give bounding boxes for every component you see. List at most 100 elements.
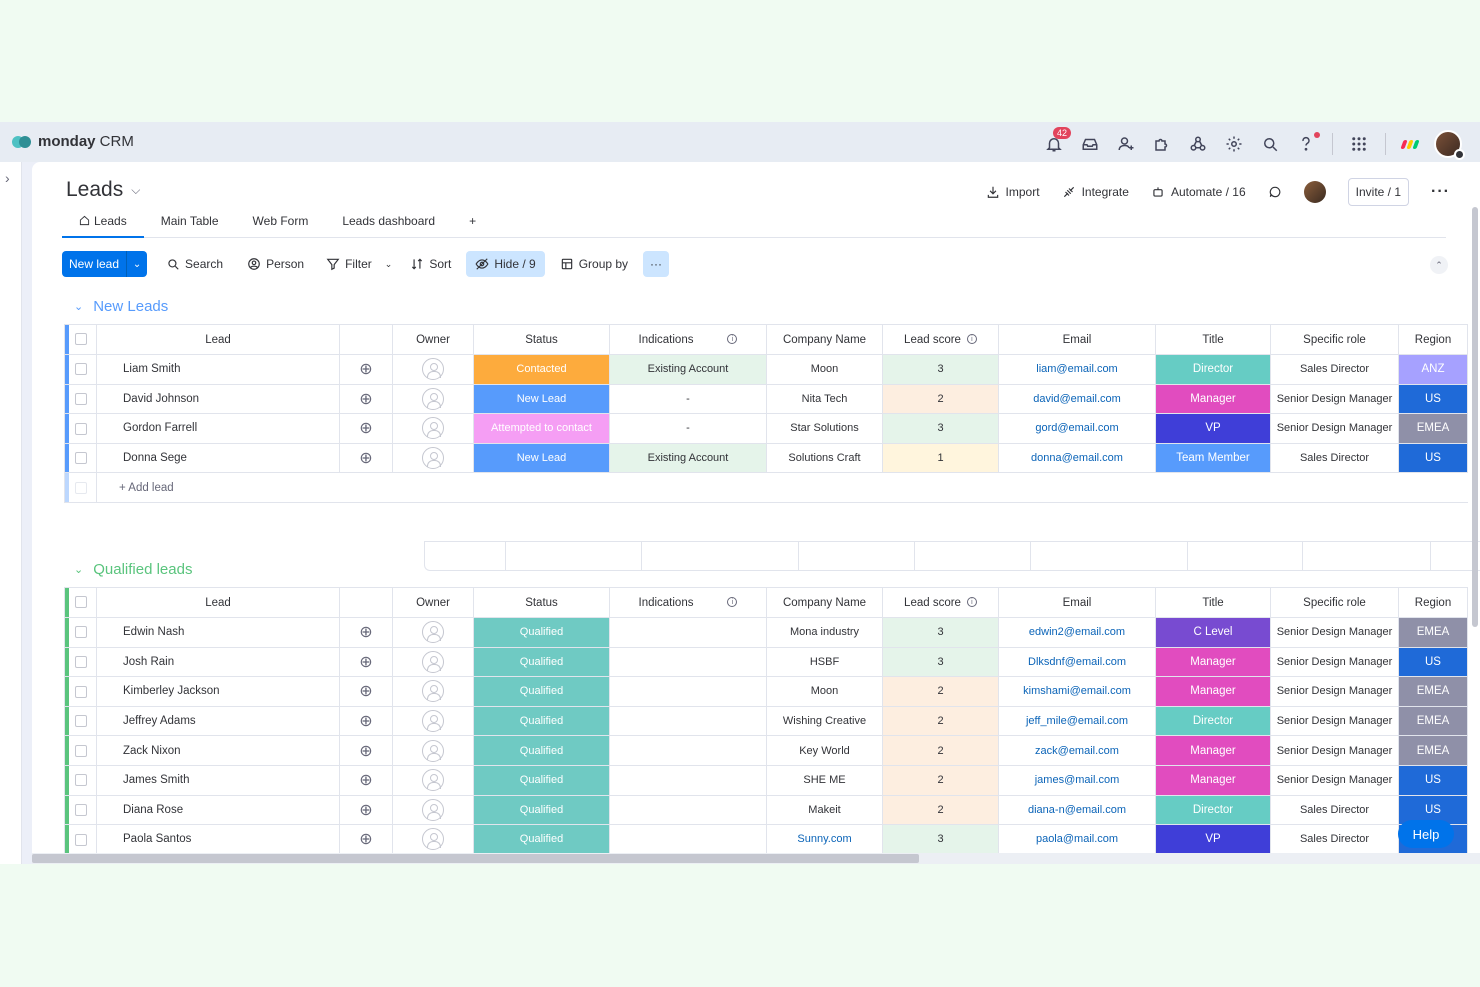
region-cell[interactable]: US xyxy=(1398,764,1468,796)
toolbar-more-button[interactable]: ··· xyxy=(643,251,670,277)
row-checkbox[interactable] xyxy=(64,676,97,707)
specific-role-cell[interactable]: Senior Design Manager xyxy=(1270,764,1399,796)
horizontal-scrollbar[interactable] xyxy=(32,853,1480,864)
indications-cell[interactable] xyxy=(609,794,767,826)
owner-cell[interactable] xyxy=(392,354,474,385)
group-collapse-chevron-icon[interactable]: ⌄ xyxy=(74,301,84,313)
group-by-button[interactable]: Group by xyxy=(551,251,637,277)
user-avatar[interactable] xyxy=(1434,130,1465,160)
status-cell[interactable]: Qualified xyxy=(473,676,610,707)
select-all-checkbox[interactable] xyxy=(64,324,97,355)
table-row[interactable]: Kimberley Jackson ⊕ Qualified Moon 2 kimshami… xyxy=(64,676,1468,707)
board-title[interactable]: Leads ⌵ xyxy=(66,178,141,201)
company-name-cell[interactable]: Mona industry xyxy=(766,617,883,648)
lead-name-cell[interactable]: Paola Santos xyxy=(96,824,340,855)
title-cell[interactable]: VP xyxy=(1155,413,1271,444)
specific-role-cell[interactable]: Sales Director xyxy=(1270,442,1399,474)
owner-cell[interactable] xyxy=(392,794,474,826)
title-cell[interactable]: Manager xyxy=(1155,764,1271,796)
row-checkbox[interactable] xyxy=(64,735,97,766)
status-cell[interactable]: New Lead xyxy=(473,442,610,474)
add-update-icon[interactable]: ⊕ xyxy=(339,442,393,474)
lead-score-cell[interactable]: 2 xyxy=(882,676,999,707)
table-row[interactable]: Edwin Nash ⊕ Qualified Mona industry 3 edwin2… xyxy=(64,617,1468,648)
email-cell[interactable]: zack@email.com xyxy=(998,735,1156,766)
specific-role-cell[interactable]: Senior Design Manager xyxy=(1270,383,1399,415)
row-checkbox[interactable] xyxy=(64,646,97,678)
lead-score-cell[interactable]: 2 xyxy=(882,705,999,737)
indications-cell[interactable] xyxy=(609,764,767,796)
app-switcher-grid-icon[interactable] xyxy=(1349,134,1369,154)
title-cell[interactable]: Manager xyxy=(1155,646,1271,678)
indications-cell[interactable]: - xyxy=(609,413,767,444)
add-update-icon[interactable]: ⊕ xyxy=(339,824,393,855)
automate-button[interactable]: Automate / 16 xyxy=(1151,185,1246,199)
tab-leads[interactable]: Leads xyxy=(62,214,144,238)
column-header-lead[interactable]: Lead xyxy=(96,324,340,355)
column-header-title[interactable]: Title xyxy=(1155,324,1271,355)
lead-score-cell[interactable]: 3 xyxy=(882,354,999,385)
lead-score-cell[interactable]: 3 xyxy=(882,617,999,648)
table-row[interactable]: Paola Santos ⊕ Qualified Sunny.com 3 paola@ma… xyxy=(64,824,1468,855)
expand-sidebar-chevron-icon[interactable]: › xyxy=(5,170,10,186)
email-cell[interactable]: david@email.com xyxy=(998,383,1156,415)
indications-cell[interactable] xyxy=(609,824,767,855)
company-name-cell[interactable]: Moon xyxy=(766,676,883,707)
add-update-icon[interactable]: ⊕ xyxy=(339,794,393,826)
templates-icon[interactable] xyxy=(1188,134,1208,154)
company-name-cell[interactable]: Moon xyxy=(766,354,883,385)
owner-cell[interactable] xyxy=(392,617,474,648)
table-row[interactable]: David Johnson ⊕ New Lead - Nita Tech 2 david@e… xyxy=(64,383,1468,415)
indications-cell[interactable]: Existing Account xyxy=(609,354,767,385)
chevron-down-icon[interactable]: ⌵ xyxy=(131,182,141,197)
group-collapse-chevron-icon[interactable]: ⌄ xyxy=(74,564,84,576)
lead-name-cell[interactable]: Josh Rain xyxy=(96,646,340,678)
column-header-title[interactable]: Title xyxy=(1155,587,1271,618)
specific-role-cell[interactable]: Senior Design Manager xyxy=(1270,676,1399,707)
row-checkbox[interactable] xyxy=(64,705,97,737)
add-update-icon[interactable]: ⊕ xyxy=(339,676,393,707)
table-row[interactable]: Gordon Farrell ⊕ Attempted to contact - Star… xyxy=(64,413,1468,444)
email-cell[interactable]: kimshami@email.com xyxy=(998,676,1156,707)
table-row[interactable]: Donna Sege ⊕ New Lead Existing Account Solut… xyxy=(64,442,1468,474)
status-cell[interactable]: Contacted xyxy=(473,354,610,385)
specific-role-cell[interactable]: Sales Director xyxy=(1270,354,1399,385)
specific-role-cell[interactable]: Sales Director xyxy=(1270,824,1399,855)
email-cell[interactable]: paola@mail.com xyxy=(998,824,1156,855)
column-header-specific-role[interactable]: Specific role xyxy=(1270,587,1399,618)
region-cell[interactable]: ANZ xyxy=(1398,354,1468,385)
email-cell[interactable]: Dlksdnf@email.com xyxy=(998,646,1156,678)
more-options-icon[interactable]: ··· xyxy=(1431,183,1450,200)
column-header-specific-role[interactable]: Specific role xyxy=(1270,324,1399,355)
column-header-email[interactable]: Email xyxy=(998,324,1156,355)
specific-role-cell[interactable]: Senior Design Manager xyxy=(1270,646,1399,678)
company-name-cell[interactable]: Nita Tech xyxy=(766,383,883,415)
column-header-company-name[interactable]: Company Name xyxy=(766,324,883,355)
tab-web-form[interactable]: Web Form xyxy=(252,214,309,228)
owner-cell[interactable] xyxy=(392,705,474,737)
board-updates-icon[interactable] xyxy=(1268,185,1282,199)
row-checkbox[interactable] xyxy=(64,794,97,826)
add-update-icon[interactable]: ⊕ xyxy=(339,383,393,415)
column-header-lead[interactable]: Lead xyxy=(96,587,340,618)
lead-score-cell[interactable]: 3 xyxy=(882,646,999,678)
add-view-button[interactable]: + xyxy=(469,214,477,228)
lead-name-cell[interactable]: Diana Rose xyxy=(96,794,340,826)
row-checkbox[interactable] xyxy=(64,617,97,648)
status-cell[interactable]: Qualified xyxy=(473,735,610,766)
filter-dropdown-icon[interactable]: ⌄ xyxy=(384,258,393,269)
lead-name-cell[interactable]: Kimberley Jackson xyxy=(96,676,340,707)
owner-cell[interactable] xyxy=(392,764,474,796)
column-header-indications[interactable]: Indications i xyxy=(609,324,767,355)
add-update-icon[interactable]: ⊕ xyxy=(339,617,393,648)
add-update-icon[interactable]: ⊕ xyxy=(339,354,393,385)
table-row[interactable]: James Smith ⊕ Qualified SHE ME 2 james@mail.c… xyxy=(64,764,1468,796)
title-cell[interactable]: VP xyxy=(1155,824,1271,855)
collapse-header-chevron-icon[interactable]: ⌃ xyxy=(1430,256,1448,274)
specific-role-cell[interactable]: Senior Design Manager xyxy=(1270,413,1399,444)
help-button[interactable]: Help xyxy=(1398,820,1454,848)
column-header-owner[interactable]: Owner xyxy=(392,324,474,355)
region-cell[interactable]: EMEA xyxy=(1398,705,1468,737)
row-checkbox[interactable] xyxy=(64,824,97,855)
board-member-avatar[interactable] xyxy=(1303,181,1326,203)
